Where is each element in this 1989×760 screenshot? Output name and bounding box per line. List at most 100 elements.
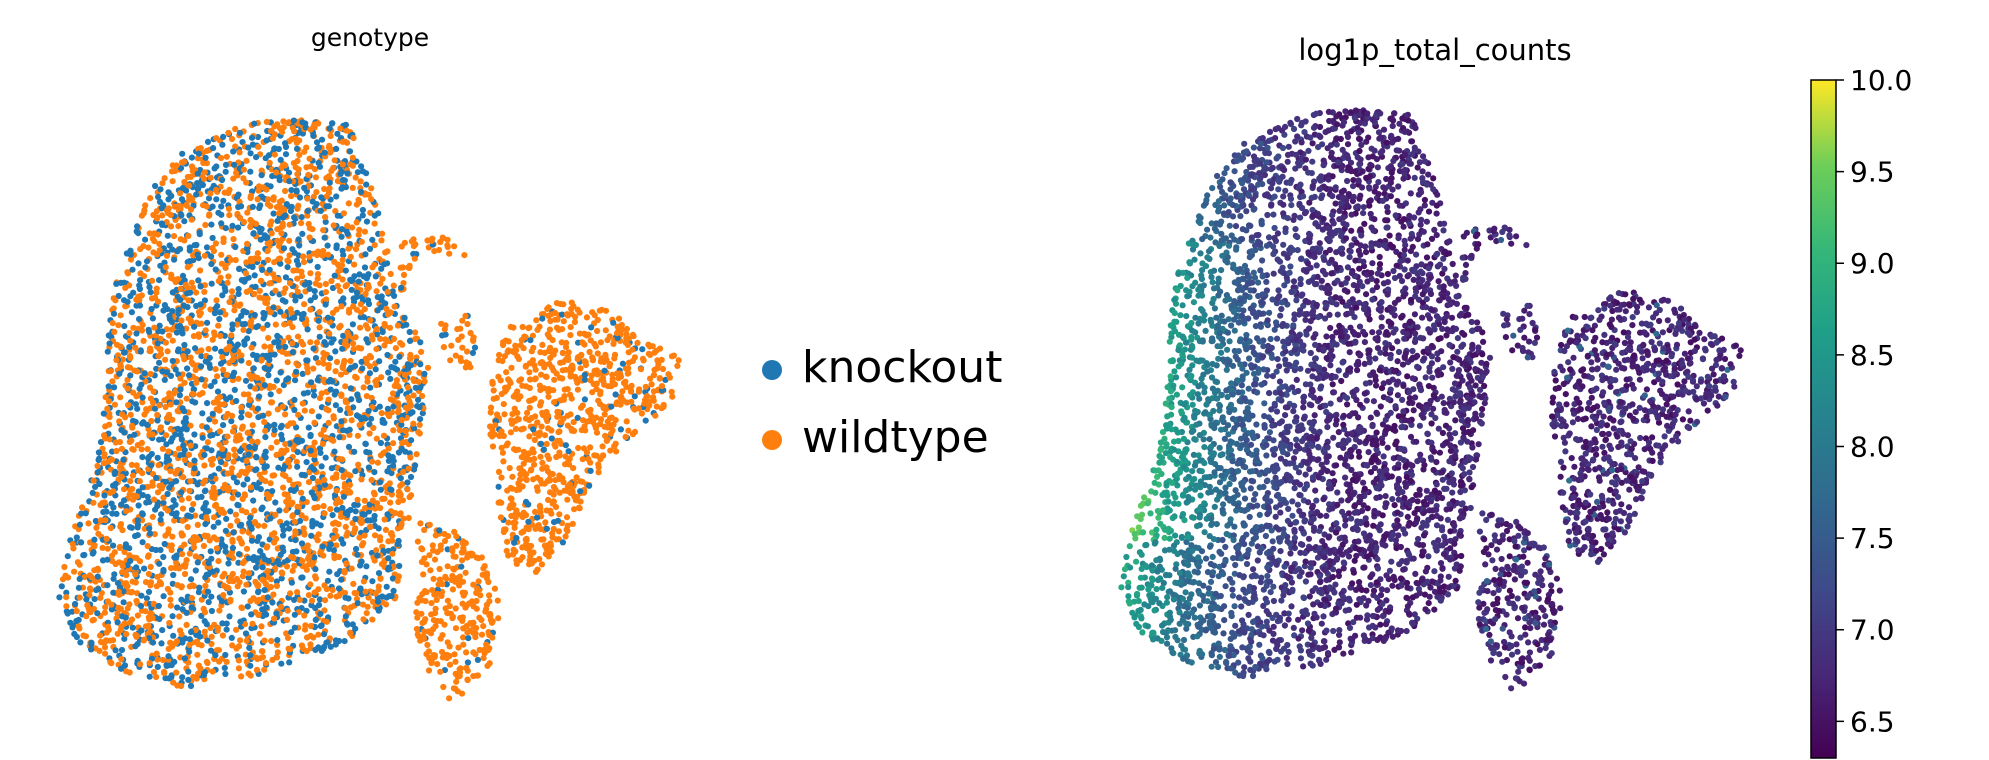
- cell-point: [464, 321, 471, 328]
- cell-point: [124, 298, 131, 305]
- cell-point: [389, 550, 396, 557]
- cell-point: [144, 493, 151, 500]
- cell-point: [650, 388, 658, 395]
- cell-point: [656, 345, 664, 352]
- cell-point: [377, 335, 384, 342]
- cell-point: [183, 597, 190, 605]
- cell-point: [245, 574, 252, 581]
- cell-point: [211, 378, 218, 385]
- cell-point: [167, 589, 174, 596]
- cell-point: [153, 285, 160, 292]
- cell-point: [642, 417, 649, 424]
- cell-point: [156, 240, 163, 247]
- cell-point: [185, 676, 192, 684]
- cell-point: [133, 462, 140, 469]
- cell-point: [122, 544, 129, 551]
- cell-point: [246, 412, 253, 419]
- cell-point: [311, 466, 318, 473]
- cell-point: [378, 293, 385, 300]
- cell-point: [207, 364, 214, 371]
- cell-point: [283, 616, 291, 624]
- cell-point: [314, 263, 321, 271]
- cell-point: [342, 267, 349, 274]
- cell-point: [377, 575, 384, 582]
- cell-point: [371, 220, 378, 227]
- cell-point: [118, 445, 125, 452]
- cell-point: [485, 647, 492, 654]
- cell-point: [282, 274, 289, 281]
- cell-point: [109, 510, 116, 517]
- cell-point: [104, 623, 112, 630]
- cell-point: [261, 364, 268, 372]
- cell-point: [199, 410, 206, 417]
- cell-point: [314, 275, 321, 282]
- cell-point: [557, 419, 564, 426]
- cell-point: [236, 535, 243, 542]
- cell-point: [538, 561, 546, 568]
- cell-point: [429, 542, 436, 549]
- cell-point: [107, 524, 114, 532]
- cell-point: [449, 586, 456, 593]
- cell-point: [428, 611, 435, 618]
- cell-point: [236, 302, 243, 309]
- cell-point: [411, 255, 418, 262]
- cell-point: [313, 139, 321, 146]
- cell-point: [440, 683, 447, 691]
- cell-point: [291, 596, 298, 604]
- cell-point: [274, 217, 281, 224]
- cell-point: [368, 476, 375, 484]
- cell-point: [472, 651, 479, 658]
- cell-point: [320, 426, 327, 433]
- cell-point: [366, 430, 373, 437]
- cell-point: [196, 584, 203, 591]
- cell-point: [110, 310, 118, 317]
- cell-point: [404, 486, 411, 493]
- cell-point: [327, 132, 334, 140]
- cell-point: [96, 480, 103, 488]
- cell-point: [195, 277, 202, 284]
- cell-point: [589, 356, 597, 363]
- cell-point: [528, 397, 535, 404]
- cell-point: [625, 427, 632, 434]
- cell-point: [163, 252, 171, 259]
- cell-point: [579, 402, 586, 409]
- cell-point: [434, 661, 441, 668]
- cell-point: [210, 523, 217, 530]
- cell-point: [542, 550, 550, 558]
- cell-point: [652, 412, 659, 419]
- cell-point: [167, 596, 174, 603]
- cell-point: [59, 576, 67, 583]
- cell-point: [127, 337, 134, 344]
- cell-point: [184, 173, 191, 181]
- cell-point: [193, 191, 200, 198]
- cell-point: [247, 514, 254, 521]
- cell-point: [64, 553, 71, 560]
- cell-point: [238, 408, 245, 415]
- cell-point: [371, 212, 378, 219]
- cell-point: [218, 203, 225, 210]
- cell-point: [352, 246, 360, 253]
- cell-point: [550, 491, 557, 498]
- cell-point: [298, 214, 305, 221]
- cell-point: [301, 531, 308, 538]
- cell-point: [385, 445, 392, 452]
- cell-point: [553, 536, 560, 543]
- cell-point: [305, 171, 312, 178]
- cell-point: [228, 135, 236, 143]
- cell-point: [375, 607, 382, 614]
- cell-point: [308, 532, 315, 539]
- cell-point: [206, 211, 213, 218]
- cell-point: [497, 514, 504, 521]
- cell-point: [396, 353, 403, 360]
- cell-point: [109, 378, 116, 385]
- cell-point: [186, 583, 193, 590]
- cell-point: [578, 351, 585, 358]
- cell-point: [230, 236, 237, 243]
- cell-point: [133, 564, 140, 571]
- cell-point: [245, 359, 252, 367]
- cell-point: [568, 305, 575, 312]
- cell-point: [547, 471, 554, 478]
- cell-point: [106, 414, 113, 421]
- cell-point: [311, 293, 319, 301]
- cell-point: [168, 271, 175, 278]
